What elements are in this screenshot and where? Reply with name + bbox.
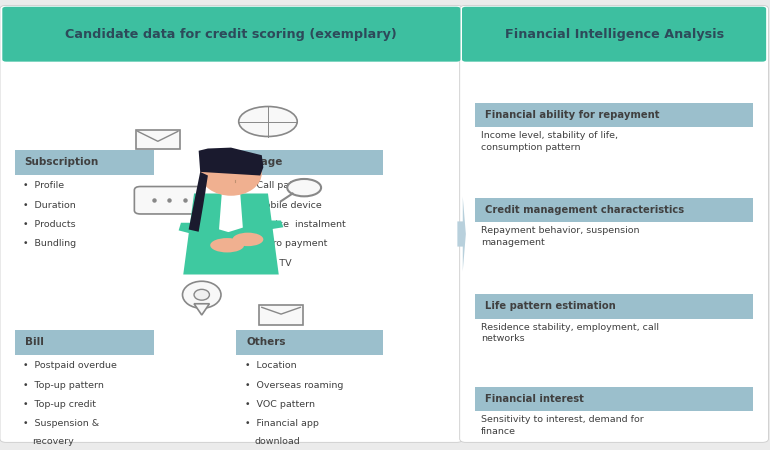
Ellipse shape: [233, 233, 263, 246]
Text: •  Suspension &: • Suspension &: [23, 419, 99, 428]
FancyBboxPatch shape: [475, 198, 753, 222]
Text: •  Call pattern: • Call pattern: [245, 181, 313, 190]
Text: •  VOC pattern: • VOC pattern: [245, 400, 315, 409]
Text: Repayment behavior, suspension
management: Repayment behavior, suspension managemen…: [481, 226, 640, 247]
Text: •  Bundling: • Bundling: [23, 239, 76, 248]
Polygon shape: [194, 304, 209, 315]
FancyBboxPatch shape: [15, 330, 154, 355]
Text: •  Paid TV: • Paid TV: [245, 259, 292, 268]
Text: Subscription: Subscription: [25, 158, 99, 167]
FancyBboxPatch shape: [460, 5, 768, 442]
Ellipse shape: [239, 107, 297, 136]
Text: •  Postpaid overdue: • Postpaid overdue: [23, 361, 117, 370]
FancyBboxPatch shape: [259, 305, 303, 325]
FancyBboxPatch shape: [134, 186, 204, 214]
Text: Life pattern estimation: Life pattern estimation: [485, 302, 616, 311]
Text: recovery: recovery: [32, 437, 74, 446]
Text: •  Financial app: • Financial app: [245, 419, 319, 428]
Polygon shape: [179, 223, 273, 254]
Text: Financial ability for repayment: Financial ability for repayment: [485, 110, 660, 120]
Text: Usage: Usage: [246, 158, 283, 167]
Text: Sensitivity to interest, demand for
finance: Sensitivity to interest, demand for fina…: [481, 415, 644, 436]
FancyBboxPatch shape: [236, 150, 383, 175]
Text: Financial Intelligence Analysis: Financial Intelligence Analysis: [504, 28, 724, 40]
Text: •  Top-up pattern: • Top-up pattern: [23, 381, 104, 390]
Text: Bill: Bill: [25, 338, 44, 347]
Polygon shape: [199, 148, 263, 176]
Text: Residence stability, employment, call
networks: Residence stability, employment, call ne…: [481, 323, 659, 343]
Polygon shape: [189, 172, 208, 232]
FancyBboxPatch shape: [0, 5, 463, 442]
Text: •  Device  instalment: • Device instalment: [245, 220, 346, 229]
Text: •  Products: • Products: [23, 220, 75, 229]
Text: •  Overseas roaming: • Overseas roaming: [245, 381, 343, 390]
Polygon shape: [183, 194, 279, 274]
Ellipse shape: [182, 281, 221, 308]
FancyBboxPatch shape: [475, 103, 753, 127]
FancyBboxPatch shape: [462, 7, 766, 62]
Text: •  Micro payment: • Micro payment: [245, 239, 327, 248]
FancyBboxPatch shape: [2, 7, 460, 62]
Polygon shape: [219, 194, 243, 234]
Text: Credit management characteristics: Credit management characteristics: [485, 205, 685, 215]
Text: •  Mobile device: • Mobile device: [245, 201, 322, 210]
Ellipse shape: [210, 238, 244, 252]
Text: •  Duration: • Duration: [23, 201, 76, 210]
FancyBboxPatch shape: [15, 150, 154, 175]
Text: •  Top-up credit: • Top-up credit: [23, 400, 96, 409]
Polygon shape: [196, 220, 283, 251]
FancyBboxPatch shape: [475, 387, 753, 411]
Ellipse shape: [200, 151, 262, 196]
Polygon shape: [457, 197, 466, 271]
Ellipse shape: [194, 289, 209, 300]
Text: Candidate data for credit scoring (exemplary): Candidate data for credit scoring (exemp…: [65, 28, 397, 40]
Text: Income level, stability of life,
consumption pattern: Income level, stability of life, consump…: [481, 131, 618, 152]
FancyBboxPatch shape: [475, 294, 753, 319]
FancyBboxPatch shape: [236, 330, 383, 355]
Text: •  Location: • Location: [245, 361, 296, 370]
Text: Financial interest: Financial interest: [485, 394, 584, 404]
Text: Others: Others: [246, 338, 286, 347]
Text: •  Profile: • Profile: [23, 181, 64, 190]
FancyBboxPatch shape: [136, 130, 180, 149]
Ellipse shape: [287, 179, 321, 196]
Text: download: download: [254, 437, 300, 446]
